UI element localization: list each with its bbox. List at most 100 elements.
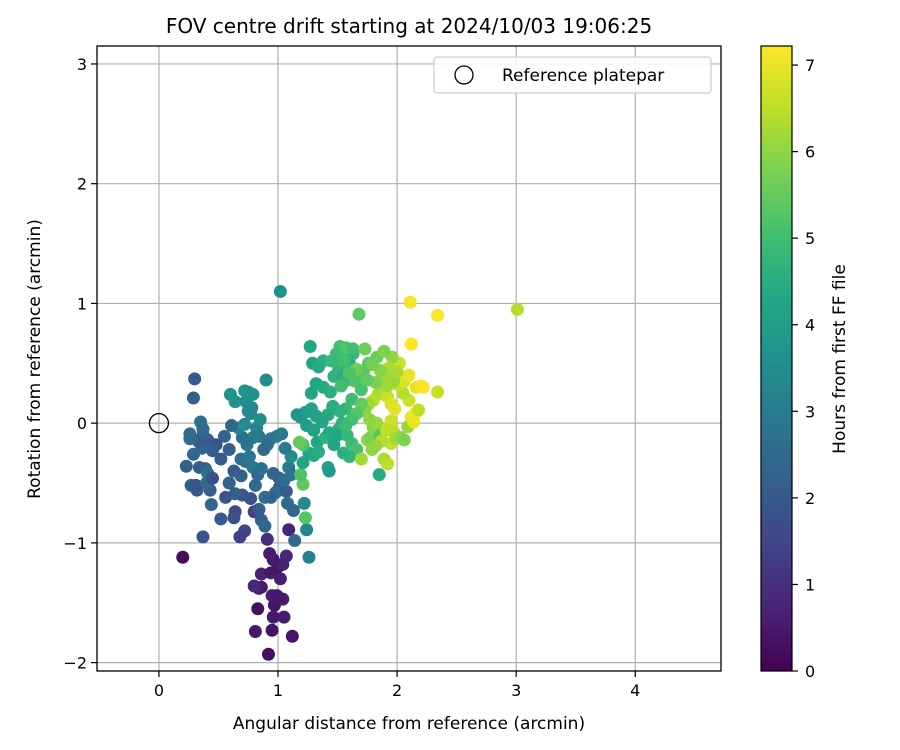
scatter-point [252, 502, 266, 516]
y-tick-label: 2 [77, 175, 87, 194]
colorbar-gradient [760, 45, 793, 672]
scatter-point [241, 404, 255, 418]
scatter-point [397, 433, 411, 447]
scatter-point [270, 589, 284, 603]
scatter-point [294, 468, 308, 482]
scatter-point [273, 284, 287, 298]
scatter-point [183, 432, 197, 446]
scatter-point [290, 408, 304, 422]
scatter-point [206, 471, 220, 485]
x-axis-ticks: 0 1 2 3 4 [154, 671, 640, 700]
scatter-point [188, 372, 202, 386]
legend-label: Reference platepar [502, 66, 664, 86]
scatter-point [248, 624, 262, 638]
scatter-point [300, 523, 314, 537]
scatter-point [292, 435, 306, 449]
scatter-point [298, 511, 312, 525]
colorbar-label: Hours from first FF file [830, 264, 850, 454]
colorbar-ticks: 0 1 2 3 4 5 6 7 [792, 56, 815, 681]
x-tick-label: 4 [630, 681, 640, 700]
scatter-point [322, 464, 336, 478]
scatter-point [217, 429, 231, 443]
scatter-point [404, 337, 418, 351]
scatter-point [238, 417, 252, 431]
scatter-point [247, 579, 261, 593]
scatter-point [323, 385, 337, 399]
scatter-point [196, 422, 210, 436]
scatter-point [254, 567, 268, 581]
scatter-point [227, 511, 241, 525]
plot-frame [96, 45, 722, 672]
scatter-point [259, 373, 273, 387]
scatter-point [379, 423, 393, 437]
scatter-point [189, 478, 203, 492]
scatter-point [377, 344, 391, 358]
scatter-point [390, 365, 404, 379]
scatter-point [263, 547, 277, 561]
scatter-point [288, 533, 302, 547]
scatter-point [334, 379, 348, 393]
legend: Reference platepar [433, 56, 712, 94]
scatter-point [260, 532, 274, 546]
scatter-point [342, 366, 356, 380]
y-tick-label: 1 [77, 294, 87, 313]
scatter-point [248, 478, 262, 492]
scatter-point [363, 413, 377, 427]
grid-lines [97, 46, 721, 671]
scatter-point [282, 460, 296, 474]
x-tick-label: 0 [154, 681, 164, 700]
scatter-point [372, 468, 386, 482]
reference-platepar-marker [148, 413, 170, 434]
scatter-point [286, 504, 300, 518]
scatter-point [302, 550, 316, 564]
scatter-point [265, 623, 279, 637]
scatter-point [222, 476, 236, 490]
scatter-point [311, 445, 325, 459]
y-tick-label: −2 [63, 654, 87, 673]
scatter-point [431, 385, 445, 399]
scatter-point [278, 441, 292, 455]
scatter-point [242, 450, 256, 464]
scatter-point [204, 498, 218, 512]
scatter-point [510, 302, 524, 316]
scatter-point [303, 340, 317, 354]
scatter-point [196, 530, 210, 544]
legend-box [433, 56, 712, 94]
colorbar-tick-label: 3 [805, 402, 815, 421]
colorbar-tick-label: 2 [805, 489, 815, 508]
x-axis-label: Angular distance from reference (arcmin) [233, 714, 585, 734]
scatter-point [412, 403, 426, 417]
scatter-point [354, 383, 368, 397]
scatter-point [277, 474, 291, 488]
scatter-point [234, 469, 248, 483]
scatter-point [296, 456, 310, 470]
scatter-point [416, 380, 430, 394]
chart-title: FOV centre drift starting at 2024/10/03 … [166, 14, 652, 38]
scatter-point [354, 452, 368, 466]
scatter-point [352, 307, 366, 321]
scatter-point [431, 308, 445, 322]
colorbar-tick-label: 7 [805, 56, 815, 75]
scatter-point [358, 342, 372, 356]
scatter-point [297, 496, 311, 510]
x-tick-label: 1 [273, 681, 283, 700]
scatter-point [258, 519, 272, 533]
scatter-point [381, 379, 395, 393]
scatter-point [233, 530, 247, 544]
scatter-point [307, 423, 321, 437]
scatter-point [261, 647, 275, 661]
y-tick-label: −1 [63, 534, 87, 553]
y-tick-label: 0 [77, 414, 87, 433]
scatter-point [331, 428, 345, 442]
scatter-point [214, 512, 228, 526]
scatter-point [179, 459, 193, 473]
scatter-point [325, 354, 339, 368]
colorbar-tick-label: 6 [805, 143, 815, 162]
scatter-point [186, 447, 200, 461]
scatter-point [285, 629, 299, 643]
x-tick-label: 2 [392, 681, 402, 700]
scatter-point [279, 484, 293, 498]
colorbar: 0 1 2 3 4 5 6 7 Hours from first FF file [760, 45, 850, 681]
scatter-point [304, 386, 318, 400]
